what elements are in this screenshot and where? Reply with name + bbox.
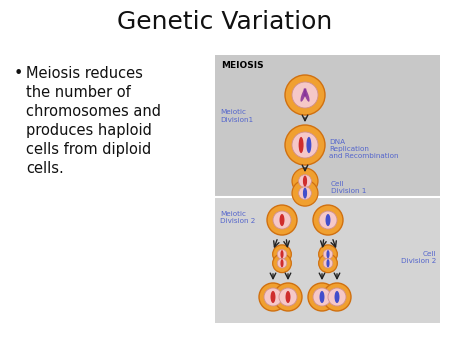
Text: chromosomes and: chromosomes and [26,104,161,119]
Circle shape [277,259,287,268]
Circle shape [319,211,337,229]
Circle shape [277,249,287,259]
Text: Meiotic
Division 2: Meiotic Division 2 [220,211,256,223]
Circle shape [328,288,346,306]
Circle shape [285,125,325,165]
Ellipse shape [326,250,329,258]
Text: the number of: the number of [26,85,131,100]
Ellipse shape [334,291,339,303]
Ellipse shape [285,291,291,303]
Ellipse shape [304,88,310,102]
Circle shape [292,168,318,194]
Text: MEIOSIS: MEIOSIS [221,61,264,70]
Ellipse shape [280,259,284,267]
Circle shape [319,254,338,273]
Circle shape [308,283,336,311]
Circle shape [323,259,333,268]
Text: •: • [14,66,23,81]
Bar [215,197,440,323]
Ellipse shape [270,291,275,303]
Ellipse shape [326,259,329,267]
Ellipse shape [279,214,284,226]
Ellipse shape [299,137,304,153]
Text: cells.: cells. [26,161,64,176]
Circle shape [323,283,351,311]
Ellipse shape [303,175,307,187]
Circle shape [299,175,311,188]
Circle shape [299,187,311,199]
Circle shape [267,205,297,235]
Text: cells from diploid: cells from diploid [26,142,151,157]
Circle shape [285,75,325,115]
Circle shape [274,283,302,311]
Ellipse shape [301,88,306,102]
Circle shape [303,93,306,97]
Circle shape [292,82,318,108]
Text: produces haploid: produces haploid [26,123,152,138]
Circle shape [313,205,343,235]
Circle shape [313,288,331,306]
Circle shape [259,283,287,311]
Text: Meiosis reduces: Meiosis reduces [26,66,143,81]
Circle shape [273,254,291,273]
Circle shape [264,288,282,306]
Bar [215,55,440,323]
Bar [215,55,440,197]
Text: Genetic Variation: Genetic Variation [117,10,333,34]
Ellipse shape [303,188,307,199]
Ellipse shape [325,214,330,226]
Ellipse shape [306,137,311,153]
Circle shape [279,288,297,306]
Text: Cell
Division 1: Cell Division 1 [331,181,366,194]
Circle shape [292,180,318,206]
Circle shape [273,211,291,229]
Text: Meiotic
Division1: Meiotic Division1 [220,110,253,122]
Text: DNA
Replication
and Recombination: DNA Replication and Recombination [329,139,399,159]
Circle shape [323,249,333,259]
Text: Cell
Division 2: Cell Division 2 [400,251,436,264]
Ellipse shape [280,250,284,258]
Circle shape [319,245,338,264]
Ellipse shape [320,291,324,303]
Circle shape [292,132,318,158]
Circle shape [273,245,291,264]
